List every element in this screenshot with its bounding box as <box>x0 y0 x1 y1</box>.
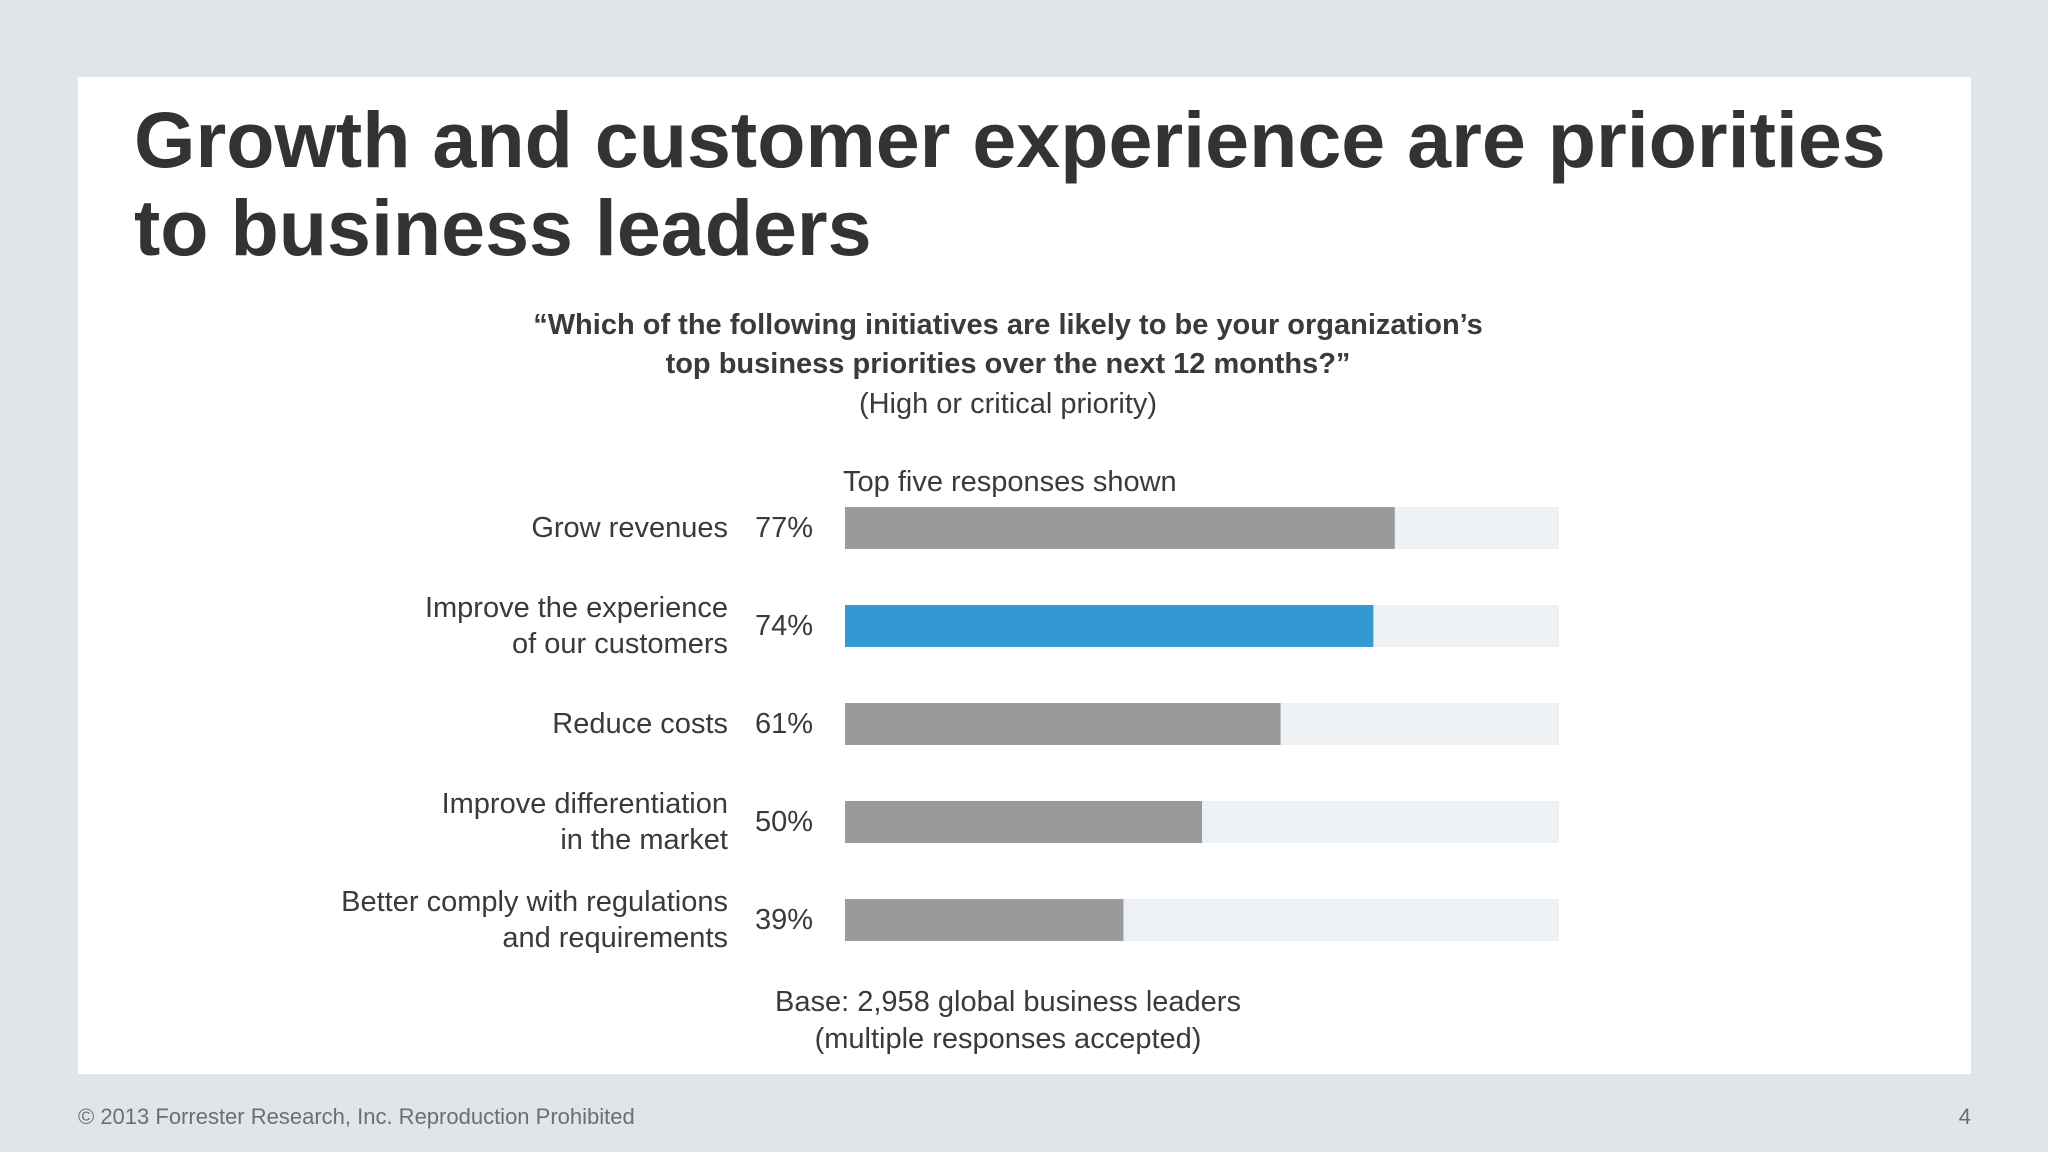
category-label: in the market <box>560 824 728 856</box>
bar <box>845 605 1374 647</box>
category-label: Grow revenues <box>531 512 728 544</box>
category-label: of our customers <box>512 628 728 660</box>
survey-question: “Which of the following initiatives are … <box>340 306 1676 384</box>
bar-value-label: 39% <box>755 904 813 936</box>
bar-value-label: 77% <box>755 512 813 544</box>
category-label: Improve differentiation <box>442 788 728 820</box>
survey-question-line-1: “Which of the following initiatives are … <box>533 309 1483 341</box>
bar <box>845 899 1124 941</box>
category-label: and requirements <box>502 922 728 954</box>
chart-note: Top five responses shown <box>843 466 1177 498</box>
base-note-line-2: (multiple responses accepted) <box>814 1023 1202 1055</box>
footer-copyright: © 2013 Forrester Research, Inc. Reproduc… <box>78 1104 635 1129</box>
category-label: Reduce costs <box>552 708 728 740</box>
category-label: Improve the experience <box>425 592 728 624</box>
bar <box>845 703 1281 745</box>
slide-title: Growth and customer experience are prior… <box>134 95 1886 272</box>
bar-value-label: 61% <box>755 708 813 740</box>
bar-value-label: 50% <box>755 806 813 838</box>
bar-value-label: 74% <box>755 610 813 642</box>
bar <box>845 801 1202 843</box>
survey-question-line-2: top business priorities over the next 12… <box>665 348 1351 380</box>
base-note: Base: 2,958 global business leaders (mul… <box>650 984 1366 1058</box>
survey-qualifier: (High or critical priority) <box>858 388 1158 420</box>
category-label: Better comply with regulations <box>341 886 728 918</box>
base-note-line-1: Base: 2,958 global business leaders <box>775 986 1241 1018</box>
footer-page-number: 4 <box>1958 1104 1971 1129</box>
bar <box>845 507 1395 549</box>
